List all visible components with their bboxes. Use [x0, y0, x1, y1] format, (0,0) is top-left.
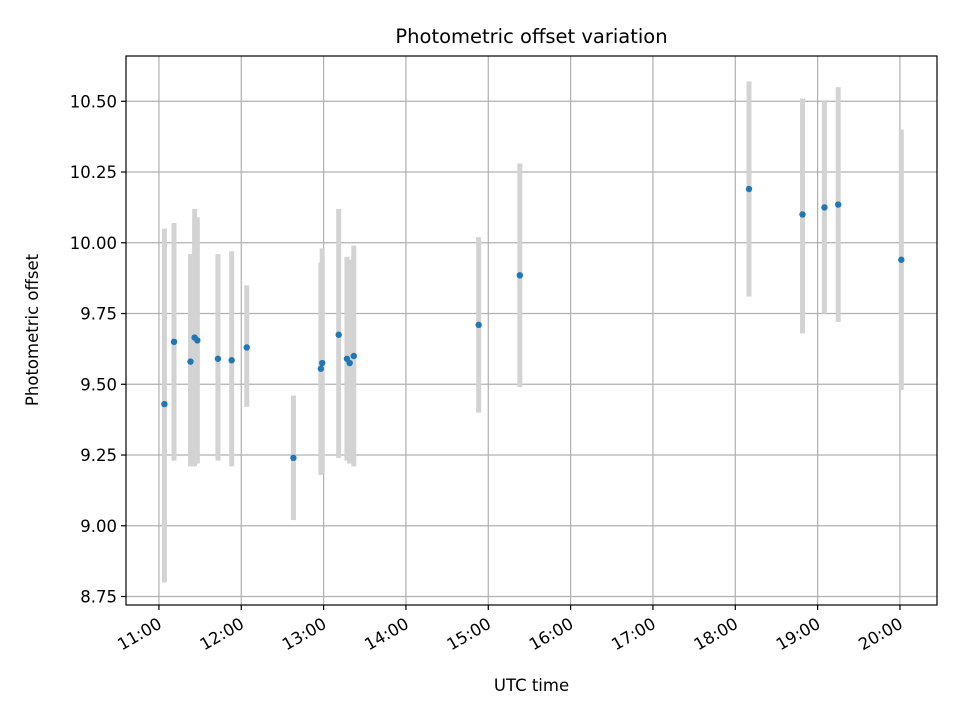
data-point: [350, 352, 357, 360]
y-tick-label: 9.50: [80, 375, 117, 394]
data-point: [821, 204, 828, 211]
data-point: [161, 400, 168, 408]
y-tick-label: 8.75: [80, 588, 117, 607]
y-axis-label: Photometric offset: [23, 253, 42, 406]
data-point: [346, 359, 353, 367]
data-point: [228, 357, 235, 364]
data-point: [475, 321, 482, 329]
data-point: [516, 272, 524, 279]
chart-title: Photometric offset variation: [395, 25, 667, 48]
data-point: [170, 338, 178, 346]
data-point: [745, 185, 753, 193]
y-tick-label: 9.75: [80, 305, 117, 324]
data-point: [319, 359, 326, 367]
y-tick-label: 10.50: [70, 92, 117, 111]
data-point: [834, 201, 842, 208]
data-point: [799, 211, 806, 218]
y-tick-label: 9.00: [80, 517, 117, 536]
data-point: [214, 355, 222, 362]
data-point: [194, 337, 201, 344]
data-point: [187, 358, 194, 365]
x-axis-label: UTC time: [494, 676, 569, 695]
data-point: [317, 365, 325, 372]
y-tick-label: 9.25: [80, 446, 117, 465]
data-point: [243, 344, 250, 351]
data-point: [290, 454, 297, 462]
data-point: [898, 256, 905, 263]
point-layer: [161, 185, 905, 462]
data-point: [335, 331, 342, 338]
y-tick-label: 10.25: [70, 163, 117, 182]
plot-frame: [125, 55, 938, 606]
y-tick-label: 10.00: [70, 234, 117, 253]
